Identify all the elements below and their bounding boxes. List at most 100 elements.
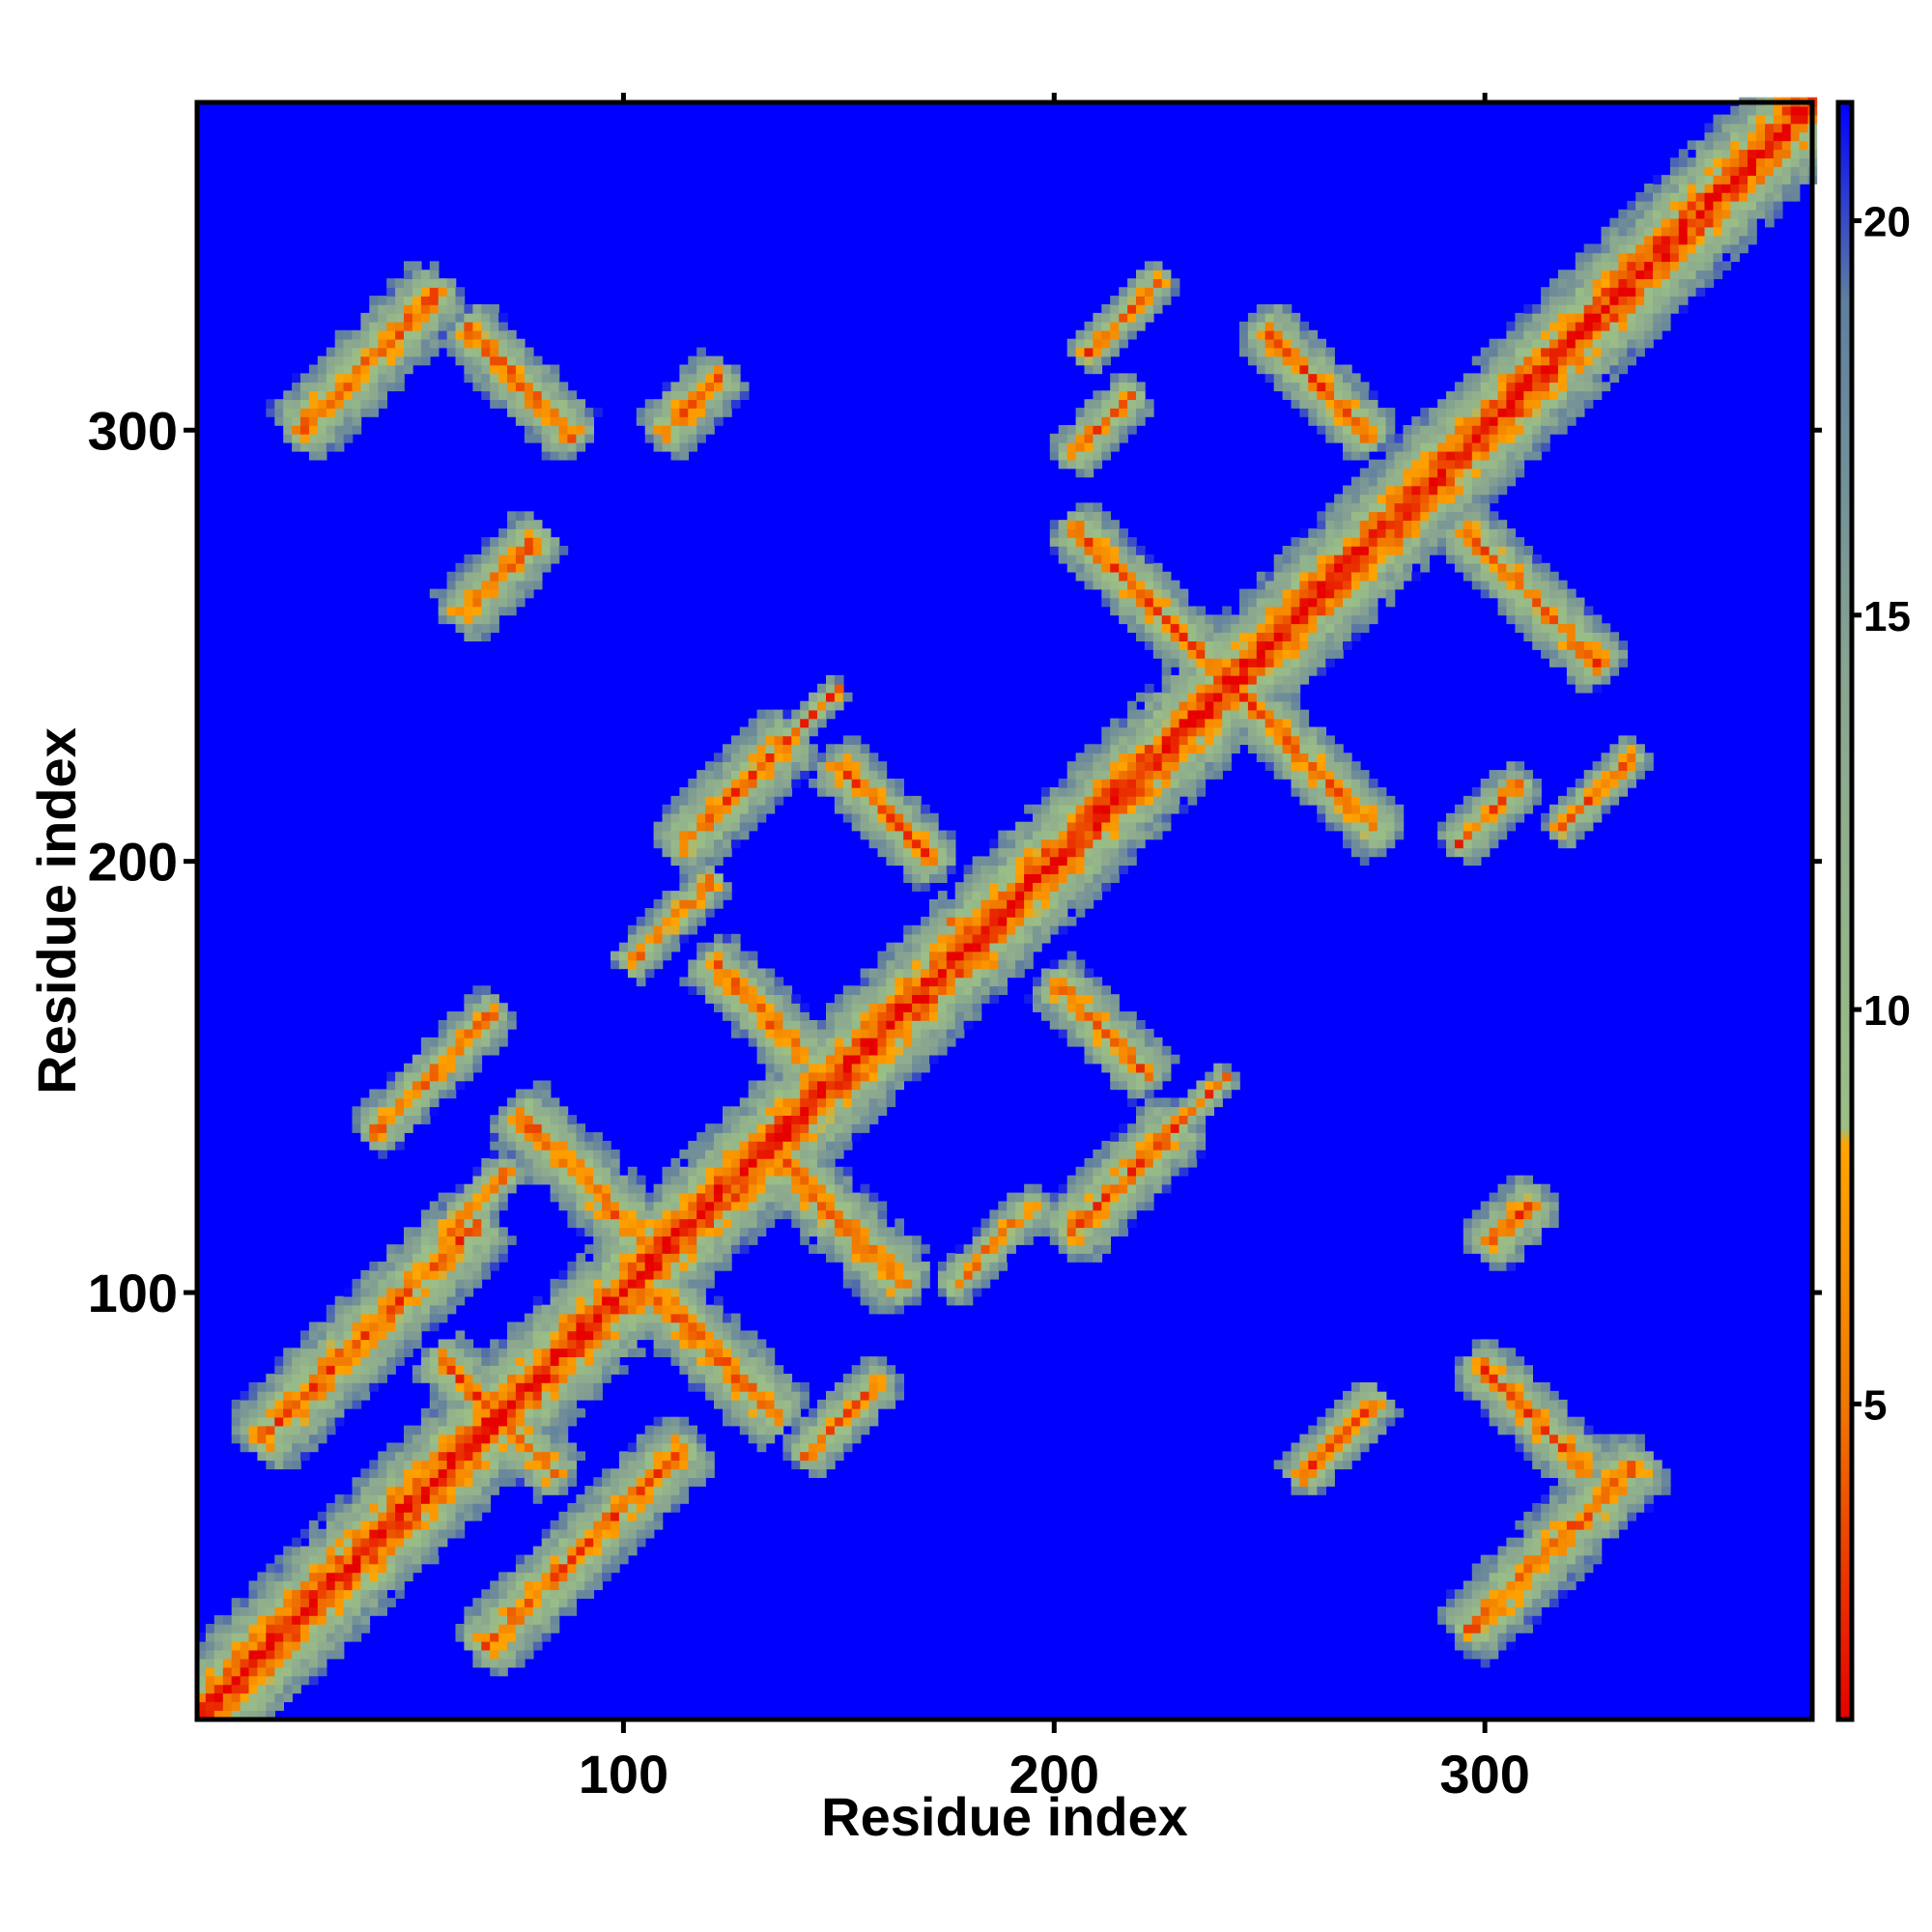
heatmap-cell — [481, 338, 491, 349]
heatmap-cell — [662, 1486, 672, 1495]
heatmap-cell — [567, 1580, 578, 1591]
heatmap-cell — [756, 1157, 767, 1168]
heatmap-cell — [688, 830, 697, 840]
heatmap-cell — [800, 1460, 810, 1470]
heatmap-cell — [765, 1097, 776, 1108]
heatmap-cell — [283, 1425, 293, 1435]
heatmap-cell — [730, 1313, 741, 1323]
heatmap-cell — [611, 959, 620, 970]
heatmap-cell — [602, 1141, 611, 1151]
heatmap-cell — [653, 1460, 664, 1470]
heatmap-cell — [618, 1494, 629, 1504]
heatmap-cell — [877, 1020, 888, 1030]
heatmap-cell — [912, 856, 922, 867]
heatmap-cell — [490, 1365, 499, 1375]
heatmap-cell — [429, 1451, 440, 1462]
heatmap-cell — [446, 606, 457, 616]
heatmap-cell — [723, 795, 732, 806]
heatmap-cell — [611, 1278, 620, 1289]
heatmap-cell — [989, 882, 1000, 892]
heatmap-cell — [765, 1416, 776, 1427]
heatmap-cell — [292, 1390, 301, 1401]
heatmap-cell — [481, 1209, 491, 1220]
heatmap-cell — [809, 1037, 818, 1047]
heatmap-cell — [455, 580, 466, 590]
heatmap-cell — [602, 1201, 611, 1211]
heatmap-cell — [1101, 994, 1111, 1004]
heatmap-cell — [662, 1278, 672, 1289]
heatmap-cell — [842, 1054, 853, 1065]
heatmap-cell — [1093, 770, 1103, 780]
heatmap-cell — [515, 1330, 526, 1341]
heatmap-cell — [903, 985, 913, 995]
heatmap-cell — [1066, 1020, 1077, 1030]
heatmap-cell — [446, 1278, 457, 1289]
heatmap-cell — [670, 1451, 681, 1462]
heatmap-cell — [524, 1097, 534, 1108]
heatmap-cell — [688, 382, 697, 392]
heatmap-cell — [369, 1511, 379, 1521]
heatmap-cell — [868, 1071, 879, 1082]
heatmap-cell — [1007, 968, 1016, 979]
heatmap-cell — [921, 847, 930, 858]
heatmap-cell — [662, 1503, 672, 1513]
heatmap-cell — [205, 1666, 215, 1677]
heatmap-cell — [688, 441, 697, 452]
heatmap-cell — [490, 562, 499, 573]
heatmap-cell — [644, 916, 655, 926]
heatmap-cell — [481, 1442, 491, 1453]
heatmap-cell — [274, 1666, 284, 1677]
heatmap-cell — [1066, 338, 1077, 349]
heatmap-cell — [446, 1520, 457, 1530]
heatmap-cell — [248, 1407, 259, 1418]
heatmap-cell — [464, 321, 474, 331]
heatmap-cell — [877, 1003, 888, 1012]
heatmap-cell — [446, 1477, 457, 1487]
heatmap-cell — [618, 1175, 629, 1185]
heatmap-cell — [395, 1554, 405, 1565]
heatmap-cell — [1058, 1244, 1068, 1254]
heatmap-cell — [292, 1563, 301, 1574]
heatmap-cell — [826, 1460, 836, 1470]
heatmap-cell — [515, 546, 526, 555]
heatmap-cell — [1110, 1071, 1120, 1082]
heatmap-cell — [714, 1201, 724, 1211]
heatmap-cell — [266, 1442, 275, 1453]
heatmap-cell — [842, 1209, 853, 1220]
heatmap-cell — [679, 1468, 690, 1478]
heatmap-cell — [791, 1390, 801, 1401]
heatmap-cell — [378, 1365, 387, 1375]
heatmap-cell — [963, 1020, 974, 1030]
heatmap-cell — [334, 1537, 345, 1548]
heatmap-cell — [1015, 821, 1025, 832]
heatmap-cell — [670, 1295, 681, 1306]
heatmap-cell — [826, 709, 836, 720]
heatmap-cell — [730, 373, 741, 384]
heatmap-cell — [222, 1701, 233, 1711]
heatmap-cell — [334, 373, 345, 384]
heatmap-cell — [1015, 1201, 1025, 1211]
heatmap-cell — [576, 1141, 586, 1151]
heatmap-cell — [386, 1313, 396, 1323]
heatmap-cell — [739, 744, 750, 753]
heatmap-cell — [723, 1175, 732, 1185]
heatmap-cell — [446, 1054, 457, 1065]
heatmap-cell — [266, 1675, 275, 1686]
heatmap-cell — [343, 1287, 354, 1297]
heatmap-cell — [481, 1425, 491, 1435]
heatmap-cell — [834, 1442, 844, 1453]
heatmap-cell — [723, 779, 732, 788]
heatmap-cell — [498, 1451, 508, 1462]
heatmap-cell — [292, 1675, 301, 1686]
heatmap-cell — [481, 1632, 491, 1642]
heatmap-cell — [782, 1089, 793, 1099]
heatmap-cell — [308, 1624, 319, 1634]
heatmap-cell — [679, 812, 690, 823]
heatmap-cell — [446, 1434, 457, 1444]
heatmap-cell — [352, 1348, 362, 1357]
heatmap-cell — [618, 959, 629, 970]
heatmap-cell — [395, 1106, 405, 1116]
heatmap-cell — [1024, 959, 1034, 970]
heatmap-cell — [438, 1029, 448, 1038]
heatmap-cell — [248, 1710, 259, 1719]
